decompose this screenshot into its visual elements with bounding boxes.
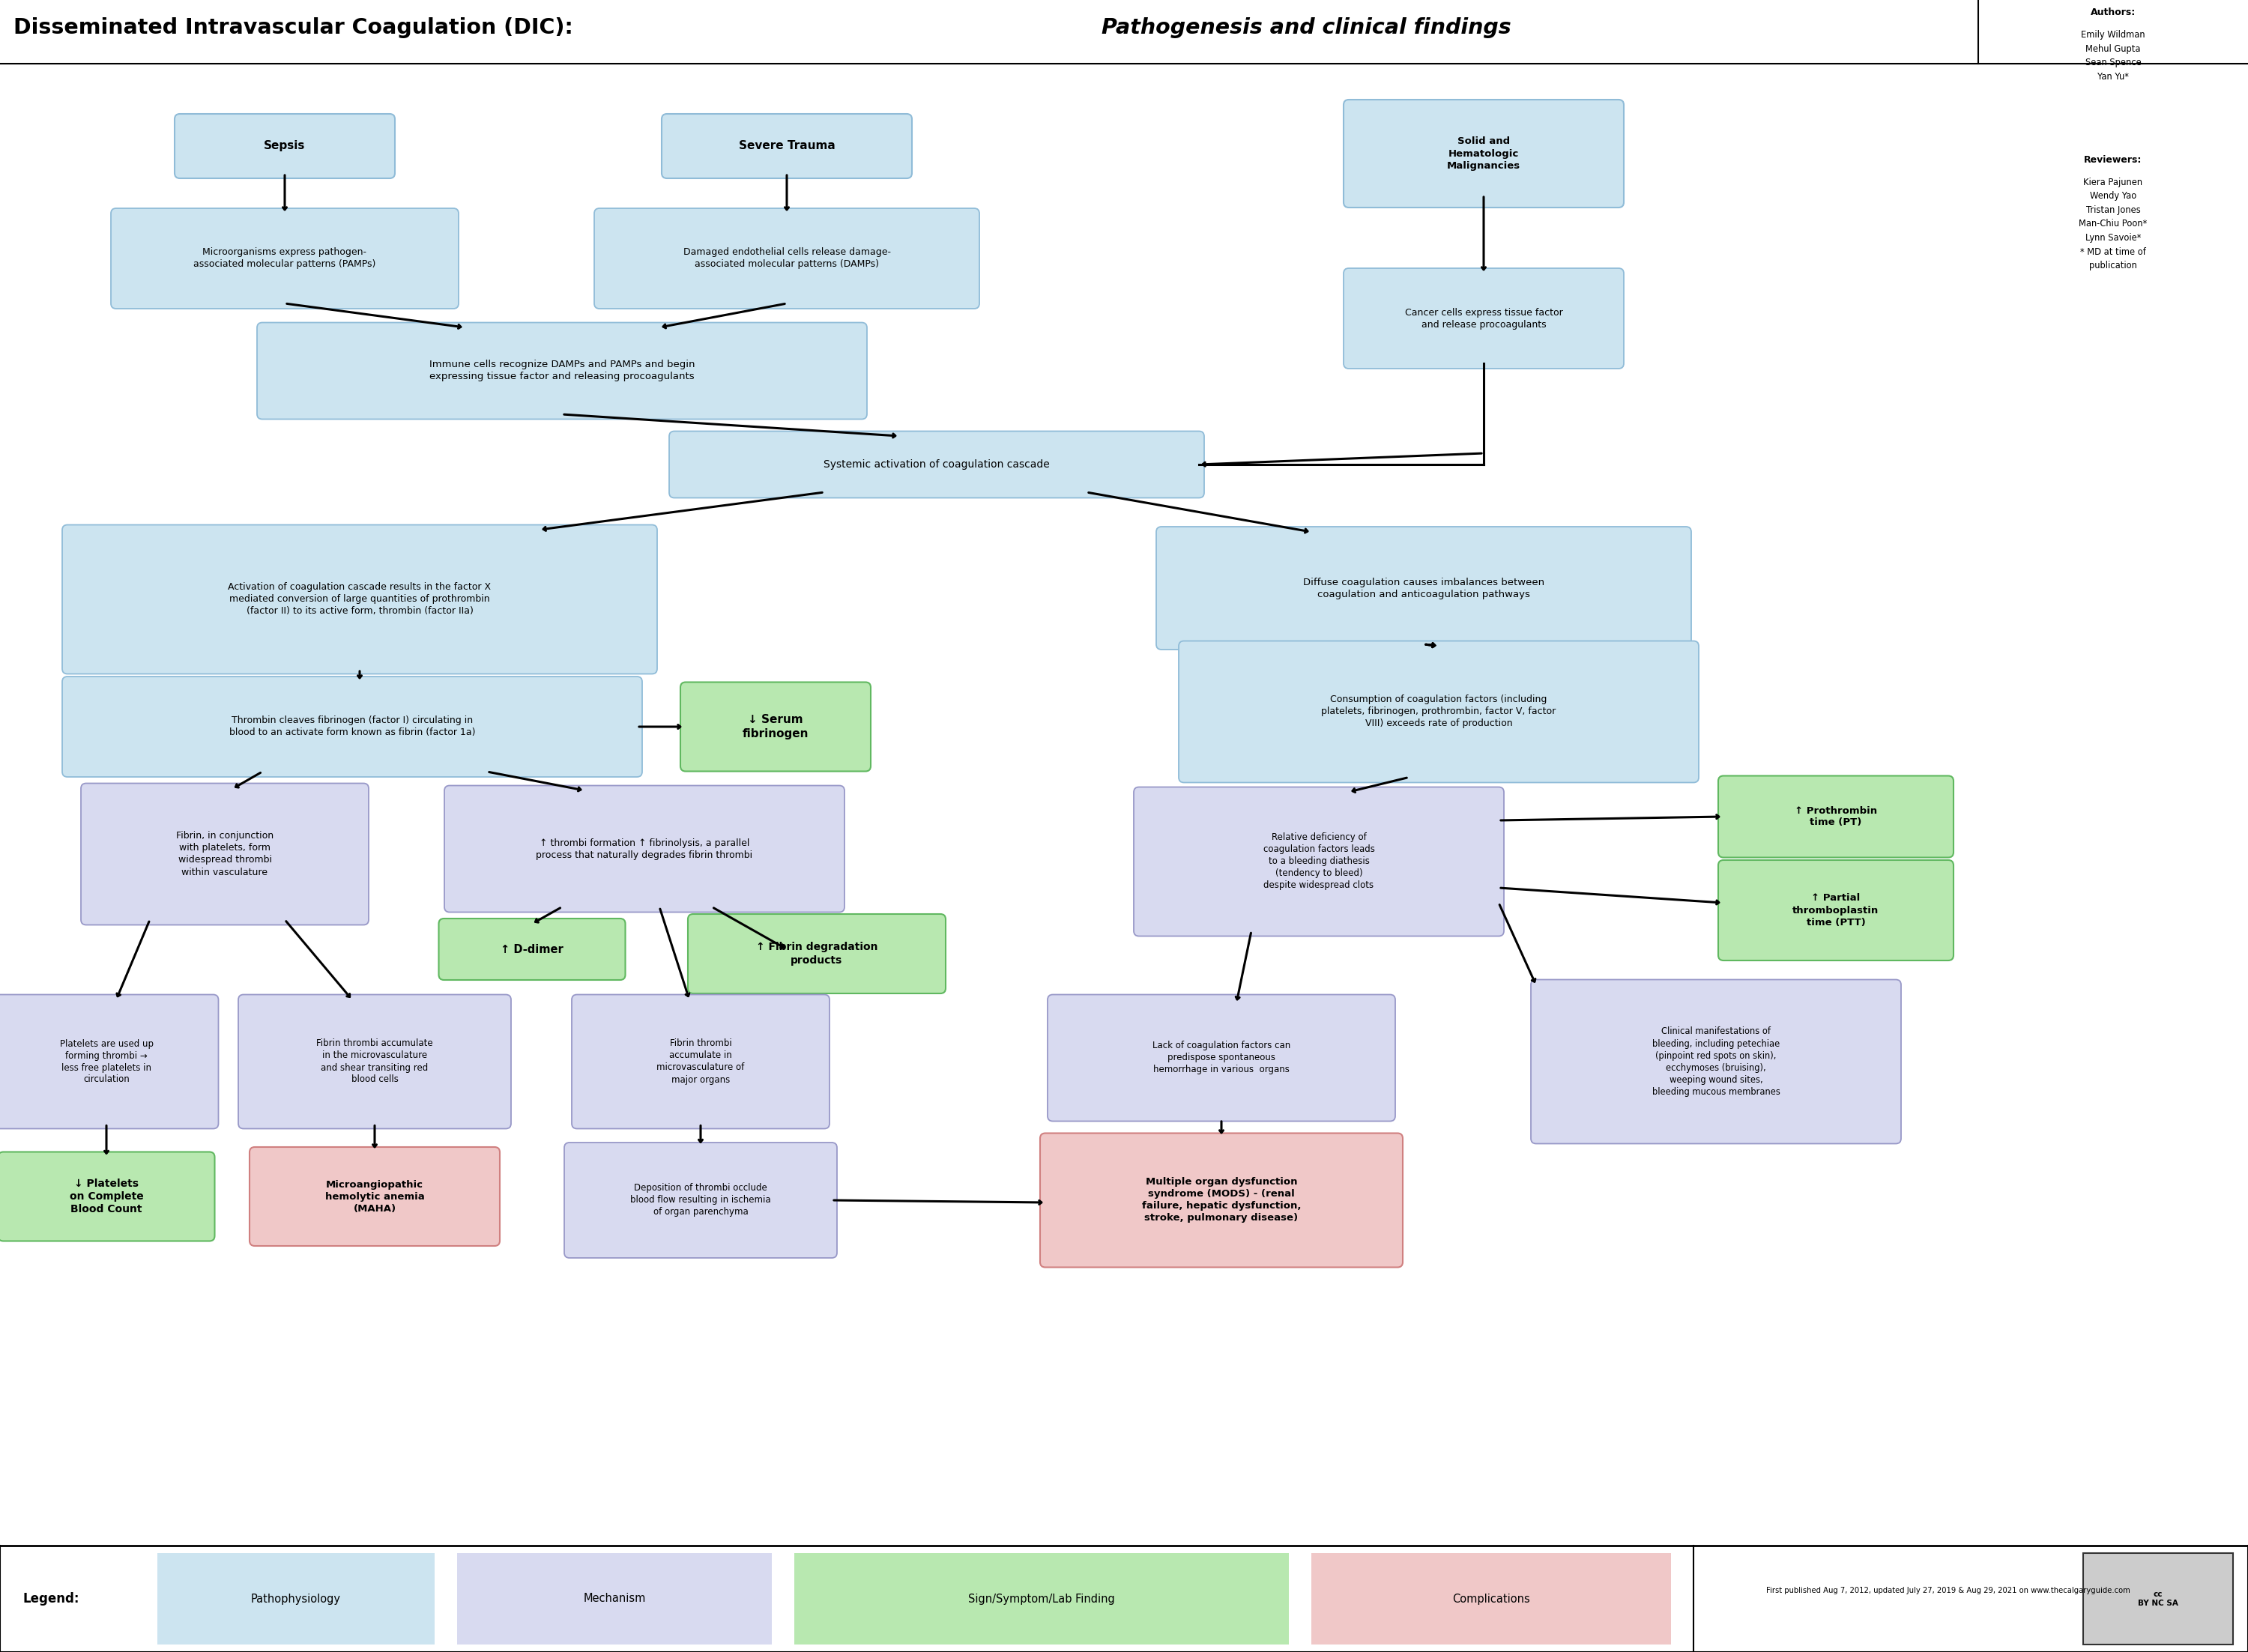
Text: Microorganisms express pathogen-
associated molecular patterns (PAMPs): Microorganisms express pathogen- associa… xyxy=(193,248,375,269)
FancyBboxPatch shape xyxy=(445,786,845,912)
Text: Legend:: Legend: xyxy=(22,1593,79,1606)
FancyBboxPatch shape xyxy=(256,322,868,420)
Text: Relative deficiency of
coagulation factors leads
to a bleeding diathesis
(tenden: Relative deficiency of coagulation facto… xyxy=(1263,833,1374,890)
FancyBboxPatch shape xyxy=(0,995,218,1128)
Text: First published Aug 7, 2012, updated July 27, 2019 & Aug 29, 2021 on www.thecalg: First published Aug 7, 2012, updated Jul… xyxy=(1767,1588,2131,1594)
FancyBboxPatch shape xyxy=(63,525,656,674)
Text: cc
BY NC SA: cc BY NC SA xyxy=(2138,1591,2178,1607)
FancyBboxPatch shape xyxy=(2084,1553,2232,1644)
Text: Pathophysiology: Pathophysiology xyxy=(252,1593,342,1604)
Text: ↑ Partial
thromboplastin
time (PTT): ↑ Partial thromboplastin time (PTT) xyxy=(1792,894,1879,927)
FancyBboxPatch shape xyxy=(661,114,913,178)
FancyBboxPatch shape xyxy=(571,995,830,1128)
FancyBboxPatch shape xyxy=(794,1553,1288,1644)
FancyBboxPatch shape xyxy=(1531,980,1902,1143)
FancyBboxPatch shape xyxy=(593,208,980,309)
Text: Pathogenesis and clinical findings: Pathogenesis and clinical findings xyxy=(1102,17,1511,38)
Text: ↓ Platelets
on Complete
Blood Count: ↓ Platelets on Complete Blood Count xyxy=(70,1178,144,1214)
Text: Reviewers:: Reviewers: xyxy=(2084,155,2142,165)
Text: Diffuse coagulation causes imbalances between
coagulation and anticoagulation pa: Diffuse coagulation causes imbalances be… xyxy=(1304,577,1544,600)
FancyBboxPatch shape xyxy=(1717,861,1954,960)
Text: Kiera Pajunen
Wendy Yao
Tristan Jones
Man-Chiu Poon*
Lynn Savoie*
* MD at time o: Kiera Pajunen Wendy Yao Tristan Jones Ma… xyxy=(2079,177,2147,271)
FancyBboxPatch shape xyxy=(456,1553,771,1644)
Text: Lack of coagulation factors can
predispose spontaneous
hemorrhage in various  or: Lack of coagulation factors can predispo… xyxy=(1153,1041,1290,1075)
Text: Sign/Symptom/Lab Finding: Sign/Symptom/Lab Finding xyxy=(969,1593,1115,1604)
FancyBboxPatch shape xyxy=(1048,995,1396,1122)
Text: Systemic activation of coagulation cascade: Systemic activation of coagulation casca… xyxy=(823,459,1050,469)
Text: Multiple organ dysfunction
syndrome (MODS) - (renal
failure, hepatic dysfunction: Multiple organ dysfunction syndrome (MOD… xyxy=(1142,1178,1302,1222)
Text: Mechanism: Mechanism xyxy=(582,1593,645,1604)
Text: Sepsis: Sepsis xyxy=(263,140,306,152)
Text: ↓ Serum
fibrinogen: ↓ Serum fibrinogen xyxy=(742,714,809,740)
FancyBboxPatch shape xyxy=(681,682,870,771)
Text: Cancer cells express tissue factor
and release procoagulants: Cancer cells express tissue factor and r… xyxy=(1405,307,1562,329)
Text: ↑ D-dimer: ↑ D-dimer xyxy=(501,943,564,955)
FancyBboxPatch shape xyxy=(238,995,510,1128)
FancyBboxPatch shape xyxy=(0,1151,216,1241)
FancyBboxPatch shape xyxy=(1344,99,1623,208)
Text: Deposition of thrombi occlude
blood flow resulting in ischemia
of organ parenchy: Deposition of thrombi occlude blood flow… xyxy=(629,1183,771,1218)
Text: Platelets are used up
forming thrombi →
less free platelets in
circulation: Platelets are used up forming thrombi → … xyxy=(58,1039,153,1084)
FancyBboxPatch shape xyxy=(1344,268,1623,368)
Text: Fibrin, in conjunction
with platelets, form
widespread thrombi
within vasculatur: Fibrin, in conjunction with platelets, f… xyxy=(175,831,274,877)
Text: Clinical manifestations of
bleeding, including petechiae
(pinpoint red spots on : Clinical manifestations of bleeding, inc… xyxy=(1652,1028,1780,1097)
FancyBboxPatch shape xyxy=(250,1146,499,1246)
Text: ↑ Fibrin degradation
products: ↑ Fibrin degradation products xyxy=(755,942,877,965)
FancyBboxPatch shape xyxy=(110,208,459,309)
Text: ↑ thrombi formation ↑ fibrinolysis, a parallel
process that naturally degrades f: ↑ thrombi formation ↑ fibrinolysis, a pa… xyxy=(535,838,753,859)
FancyBboxPatch shape xyxy=(81,783,369,925)
FancyBboxPatch shape xyxy=(1311,1553,1670,1644)
Text: Activation of coagulation cascade results in the factor X
mediated conversion of: Activation of coagulation cascade result… xyxy=(227,583,492,616)
FancyBboxPatch shape xyxy=(1178,641,1699,783)
Text: Immune cells recognize DAMPs and PAMPs and begin
expressing tissue factor and re: Immune cells recognize DAMPs and PAMPs a… xyxy=(429,360,695,382)
Text: Fibrin thrombi
accumulate in
microvasculature of
major organs: Fibrin thrombi accumulate in microvascul… xyxy=(656,1039,744,1084)
FancyBboxPatch shape xyxy=(175,114,396,178)
FancyBboxPatch shape xyxy=(63,677,643,776)
Text: Authors:: Authors: xyxy=(2091,8,2136,17)
Text: Complications: Complications xyxy=(1452,1593,1531,1604)
Text: Thrombin cleaves fibrinogen (factor I) circulating in
blood to an activate form : Thrombin cleaves fibrinogen (factor I) c… xyxy=(229,715,474,737)
Text: ↑ Prothrombin
time (PT): ↑ Prothrombin time (PT) xyxy=(1794,806,1877,828)
FancyBboxPatch shape xyxy=(438,919,625,980)
Text: Microangiopathic
hemolytic anemia
(MAHA): Microangiopathic hemolytic anemia (MAHA) xyxy=(326,1180,425,1213)
FancyBboxPatch shape xyxy=(564,1143,836,1257)
Text: Consumption of coagulation factors (including
platelets, fibrinogen, prothrombin: Consumption of coagulation factors (incl… xyxy=(1322,695,1556,729)
Text: Emily Wildman
Mehul Gupta
Sean Spence
Yan Yu*: Emily Wildman Mehul Gupta Sean Spence Ya… xyxy=(2082,30,2145,81)
FancyBboxPatch shape xyxy=(1155,527,1690,649)
Text: Damaged endothelial cells release damage-
associated molecular patterns (DAMPs): Damaged endothelial cells release damage… xyxy=(683,248,890,269)
FancyBboxPatch shape xyxy=(1717,776,1954,857)
FancyBboxPatch shape xyxy=(157,1553,434,1644)
Text: Disseminated Intravascular Coagulation (DIC):: Disseminated Intravascular Coagulation (… xyxy=(13,17,580,38)
FancyBboxPatch shape xyxy=(1041,1133,1403,1267)
FancyBboxPatch shape xyxy=(670,431,1205,497)
FancyBboxPatch shape xyxy=(1133,786,1504,937)
Text: Fibrin thrombi accumulate
in the microvasculature
and shear transiting red
blood: Fibrin thrombi accumulate in the microva… xyxy=(317,1039,434,1084)
FancyBboxPatch shape xyxy=(688,914,946,993)
Text: Severe Trauma: Severe Trauma xyxy=(740,140,834,152)
Text: Solid and
Hematologic
Malignancies: Solid and Hematologic Malignancies xyxy=(1448,137,1520,170)
